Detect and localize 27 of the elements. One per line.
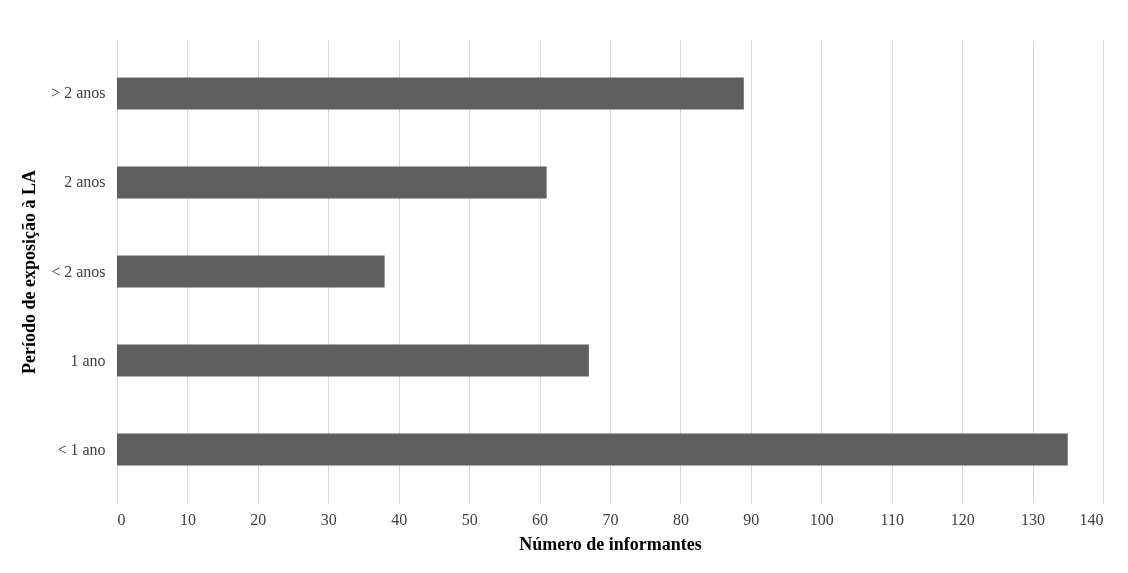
x-tick-label: 100 (809, 510, 834, 528)
x-tick-label: 0 (117, 510, 126, 528)
y-tick-label: 2 anos (64, 173, 106, 191)
bar (117, 433, 1068, 466)
x-tick-label: 20 (250, 510, 267, 528)
x-tick-label: 70 (602, 510, 619, 528)
x-tick-label: 130 (1021, 510, 1046, 528)
bar (117, 344, 589, 377)
x-tick-label: 90 (743, 510, 760, 528)
bar (117, 166, 547, 199)
x-tick-label: 120 (950, 510, 975, 528)
x-tick-label: 80 (672, 510, 689, 528)
bar (117, 77, 744, 110)
x-axis-title: Número de informantes (519, 533, 702, 554)
x-tick-label: 30 (320, 510, 337, 528)
x-tick-label: 50 (461, 510, 478, 528)
x-tick-label: 10 (179, 510, 196, 528)
x-tick-label: 60 (532, 510, 549, 528)
y-tick-label: < 1 ano (57, 440, 106, 458)
x-tick-label: 110 (880, 510, 904, 528)
y-tick-label: 1 ano (70, 351, 106, 369)
y-tick-label: < 2 anos (51, 262, 106, 280)
x-tick-label: 140 (1079, 510, 1104, 528)
x-tick-label: 40 (391, 510, 408, 528)
y-tick-label: > 2 anos (51, 84, 106, 102)
y-axis-title: Período de exposição à LA (19, 170, 40, 374)
bar (117, 255, 385, 288)
